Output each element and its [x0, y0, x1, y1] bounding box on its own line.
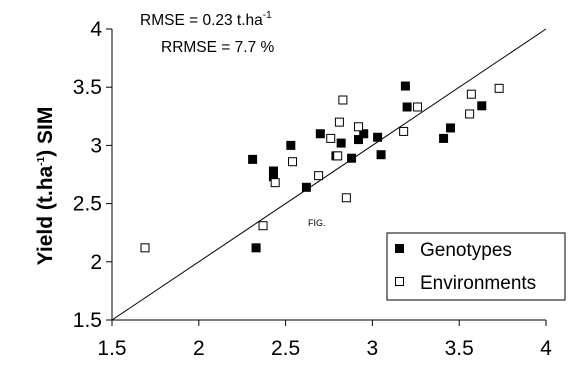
environment-point — [465, 109, 475, 119]
genotype-point — [477, 101, 487, 111]
x-tick-label: 2 — [193, 337, 205, 360]
genotype-point — [376, 150, 386, 160]
legend-marker-environments — [395, 277, 404, 286]
one-to-one-line — [111, 28, 547, 321]
environment-point — [314, 171, 324, 181]
x-tick-label: 1.5 — [97, 337, 126, 360]
environment-point — [466, 89, 476, 99]
genotype-point — [301, 182, 311, 192]
legend-box — [386, 232, 566, 301]
genotype-point — [400, 81, 410, 91]
x-ticks: 1.5 2 2.5 3 3.5 4 — [97, 320, 552, 360]
data-points — [140, 81, 504, 253]
environment-point — [334, 117, 344, 127]
y-ticks: 1.5 2 2.5 3 3.5 4 — [73, 18, 112, 332]
genotype-point — [373, 132, 383, 142]
environment-point — [333, 151, 343, 161]
genotype-point — [402, 102, 412, 112]
genotype-point — [315, 129, 325, 139]
genotype-point — [354, 135, 364, 145]
environment-point — [399, 126, 409, 136]
environment-point — [288, 157, 298, 167]
y-tick-label: 2.5 — [73, 193, 102, 216]
environment-point — [354, 122, 364, 132]
y-tick-label: 3.5 — [73, 76, 102, 99]
y-tick-label: 4 — [90, 18, 102, 41]
environment-point — [338, 95, 348, 105]
genotype-point — [359, 129, 369, 139]
x-tick-label: 4 — [540, 337, 552, 360]
x-tick-label: 3 — [367, 337, 379, 360]
x-tick-label: 3.5 — [445, 337, 474, 360]
environment-point — [270, 178, 280, 188]
environment-point — [258, 221, 268, 231]
genotype-point — [286, 140, 296, 150]
rrmse-annotation: RRMSE = 7.7 % — [161, 39, 274, 56]
y-tick-label: 3 — [90, 134, 102, 157]
fig-label: FIG. — [308, 218, 326, 228]
legend-marker-genotypes — [395, 244, 404, 253]
environment-point — [494, 83, 504, 93]
genotype-point — [251, 243, 261, 253]
y-tick-label: 1.5 — [73, 309, 102, 332]
legend: Genotypes Environments — [386, 232, 566, 301]
environment-point — [413, 102, 423, 112]
genotype-point — [268, 166, 278, 176]
genotype-point — [347, 153, 357, 163]
genotype-point — [336, 138, 346, 148]
legend-label-environments: Environments — [420, 273, 536, 294]
environment-point — [341, 193, 351, 203]
y-axis-label: Yield (t.ha-1) SIM — [34, 107, 57, 266]
y-tick-label: 2 — [90, 251, 102, 274]
legend-label-genotypes: Genotypes — [420, 240, 512, 261]
genotype-point — [439, 133, 449, 143]
environment-point — [326, 133, 336, 143]
genotype-point — [248, 154, 258, 164]
rmse-annotation: RMSE = 0.23 t.ha-1 — [140, 10, 272, 29]
environment-point — [140, 243, 150, 253]
genotype-point — [268, 172, 278, 182]
genotype-point — [446, 123, 456, 133]
x-tick-label: 2.5 — [271, 337, 300, 360]
